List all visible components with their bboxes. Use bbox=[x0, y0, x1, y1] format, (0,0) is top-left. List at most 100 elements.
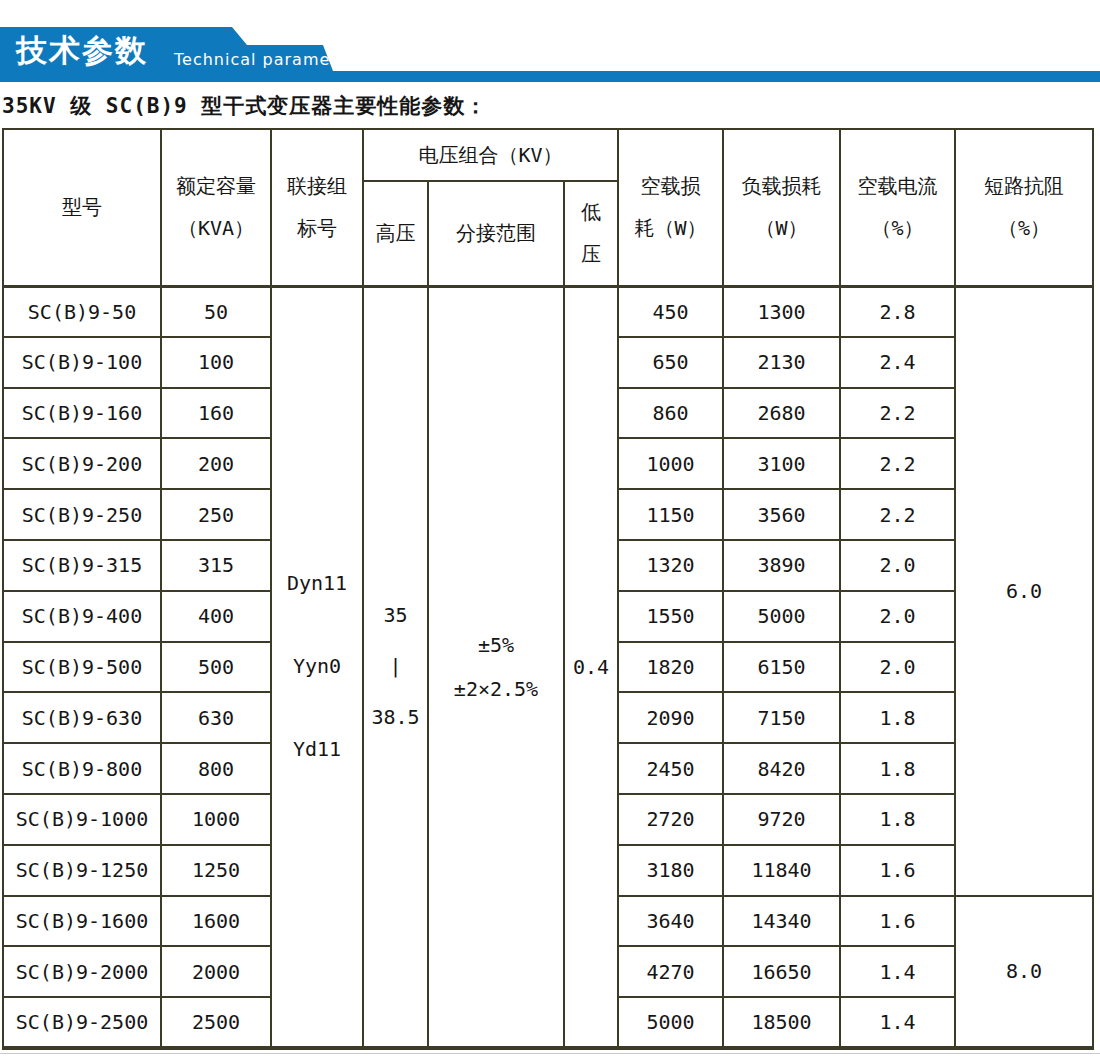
model-cell: SC(B)9-200 bbox=[3, 438, 161, 489]
header-impedance-line2: （%） bbox=[956, 207, 1092, 249]
hv-value-line3: 38.5 bbox=[364, 692, 427, 743]
tap-range-line1: ±5% bbox=[429, 623, 563, 667]
load-loss-cell: 5000 bbox=[723, 591, 840, 642]
noload-current-cell: 1.4 bbox=[840, 946, 955, 997]
spec-table: 型号 额定容量 （KVA） 联接组 标号 电压组合（KV） 空载损 耗（W） 负… bbox=[2, 128, 1094, 1050]
lv-cell: 0.4 bbox=[564, 286, 618, 1048]
model-cell: SC(B)9-315 bbox=[3, 540, 161, 591]
impedance-8-cell: 8.0 bbox=[955, 896, 1093, 1048]
load-loss-cell: 3100 bbox=[723, 438, 840, 489]
capacity-cell: 2500 bbox=[161, 997, 271, 1048]
noload-current-cell: 1.4 bbox=[840, 997, 955, 1048]
noload-current-cell: 2.2 bbox=[840, 489, 955, 540]
header-lv-line1: 低 bbox=[565, 191, 617, 233]
header-lv: 低 压 bbox=[564, 181, 618, 286]
noload-loss-cell: 4270 bbox=[618, 946, 723, 997]
noload-loss-cell: 3640 bbox=[618, 896, 723, 947]
model-cell: SC(B)9-630 bbox=[3, 692, 161, 743]
capacity-cell: 160 bbox=[161, 388, 271, 439]
capacity-cell: 100 bbox=[161, 337, 271, 388]
load-loss-cell: 11840 bbox=[723, 845, 840, 896]
model-cell: SC(B)9-100 bbox=[3, 337, 161, 388]
table-row: SC(B)9-50 50 Dyn11 Yyn0 Yd11 35 | 38.5 ±… bbox=[3, 286, 1093, 337]
header-noload-current-line1: 空载电流 bbox=[841, 165, 954, 207]
bottom-divider bbox=[0, 1053, 1100, 1054]
load-loss-cell: 2130 bbox=[723, 337, 840, 388]
capacity-cell: 630 bbox=[161, 692, 271, 743]
noload-current-cell: 2.0 bbox=[840, 591, 955, 642]
vector-group-yyn0: Yyn0 bbox=[272, 625, 362, 708]
header-noload-loss-line2: 耗（W） bbox=[619, 207, 722, 249]
model-cell: SC(B)9-2500 bbox=[3, 997, 161, 1048]
capacity-cell: 315 bbox=[161, 540, 271, 591]
page-title: 35KV 级 SC(B)9 型干式变压器主要性能参数： bbox=[2, 92, 487, 120]
load-loss-cell: 3890 bbox=[723, 540, 840, 591]
noload-loss-cell: 5000 bbox=[618, 997, 723, 1048]
hv-cell: 35 | 38.5 bbox=[363, 286, 428, 1048]
noload-current-cell: 1.8 bbox=[840, 692, 955, 743]
noload-loss-cell: 1000 bbox=[618, 438, 723, 489]
noload-loss-cell: 860 bbox=[618, 388, 723, 439]
noload-loss-cell: 650 bbox=[618, 337, 723, 388]
header-vector-line1: 联接组 bbox=[272, 165, 362, 207]
load-loss-cell: 14340 bbox=[723, 896, 840, 947]
page: 技术参数 Technical parameter 35KV 级 SC(B)9 型… bbox=[0, 0, 1100, 1062]
noload-loss-cell: 450 bbox=[618, 286, 723, 337]
noload-current-cell: 2.8 bbox=[840, 286, 955, 337]
header-voltage-combo: 电压组合（KV） bbox=[363, 129, 618, 181]
noload-loss-cell: 1820 bbox=[618, 642, 723, 693]
model-cell: SC(B)9-160 bbox=[3, 388, 161, 439]
noload-current-cell: 2.2 bbox=[840, 388, 955, 439]
noload-current-cell: 2.2 bbox=[840, 438, 955, 489]
header-load-loss: 负载损耗 （W） bbox=[723, 129, 840, 286]
load-loss-cell: 3560 bbox=[723, 489, 840, 540]
header-capacity-line1: 额定容量 bbox=[162, 165, 270, 207]
header-load-loss-line1: 负载损耗 bbox=[724, 165, 839, 207]
section-banner: 技术参数 Technical parameter bbox=[0, 0, 1100, 82]
capacity-cell: 250 bbox=[161, 489, 271, 540]
noload-loss-cell: 2450 bbox=[618, 743, 723, 794]
model-cell: SC(B)9-250 bbox=[3, 489, 161, 540]
model-cell: SC(B)9-1000 bbox=[3, 794, 161, 845]
banner-title-en: Technical parameter bbox=[174, 50, 356, 69]
banner-title-cn: 技术参数 bbox=[16, 33, 148, 67]
capacity-cell: 1600 bbox=[161, 896, 271, 947]
header-tap-range: 分接范围 bbox=[428, 181, 564, 286]
capacity-cell: 800 bbox=[161, 743, 271, 794]
noload-loss-cell: 1550 bbox=[618, 591, 723, 642]
model-cell: SC(B)9-1600 bbox=[3, 896, 161, 947]
load-loss-cell: 16650 bbox=[723, 946, 840, 997]
header-noload-current: 空载电流 （%） bbox=[840, 129, 955, 286]
capacity-cell: 1250 bbox=[161, 845, 271, 896]
noload-current-cell: 1.8 bbox=[840, 743, 955, 794]
header-model: 型号 bbox=[3, 129, 161, 286]
noload-loss-cell: 2090 bbox=[618, 692, 723, 743]
model-cell: SC(B)9-2000 bbox=[3, 946, 161, 997]
hv-value-line1: 35 bbox=[364, 590, 427, 641]
vector-group-yd11: Yd11 bbox=[272, 708, 362, 791]
header-hv: 高压 bbox=[363, 181, 428, 286]
header-noload-loss-line1: 空载损 bbox=[619, 165, 722, 207]
banner-shape bbox=[0, 0, 1100, 82]
load-loss-cell: 2680 bbox=[723, 388, 840, 439]
impedance-6-cell: 6.0 bbox=[955, 286, 1093, 896]
noload-current-cell: 2.4 bbox=[840, 337, 955, 388]
noload-current-cell: 2.0 bbox=[840, 642, 955, 693]
vector-group-cell: Dyn11 Yyn0 Yd11 bbox=[271, 286, 363, 1048]
header-vector-group: 联接组 标号 bbox=[271, 129, 363, 286]
noload-current-cell: 2.0 bbox=[840, 540, 955, 591]
header-lv-line2: 压 bbox=[565, 233, 617, 275]
noload-current-cell: 1.8 bbox=[840, 794, 955, 845]
header-load-loss-line2: （W） bbox=[724, 207, 839, 249]
header-impedance: 短路抗阻 （%） bbox=[955, 129, 1093, 286]
capacity-cell: 2000 bbox=[161, 946, 271, 997]
model-cell: SC(B)9-1250 bbox=[3, 845, 161, 896]
noload-loss-cell: 2720 bbox=[618, 794, 723, 845]
tap-range-line2: ±2×2.5% bbox=[429, 667, 563, 711]
model-cell: SC(B)9-400 bbox=[3, 591, 161, 642]
capacity-cell: 500 bbox=[161, 642, 271, 693]
model-cell: SC(B)9-800 bbox=[3, 743, 161, 794]
capacity-cell: 50 bbox=[161, 286, 271, 337]
header-vector-line2: 标号 bbox=[272, 207, 362, 249]
load-loss-cell: 6150 bbox=[723, 642, 840, 693]
